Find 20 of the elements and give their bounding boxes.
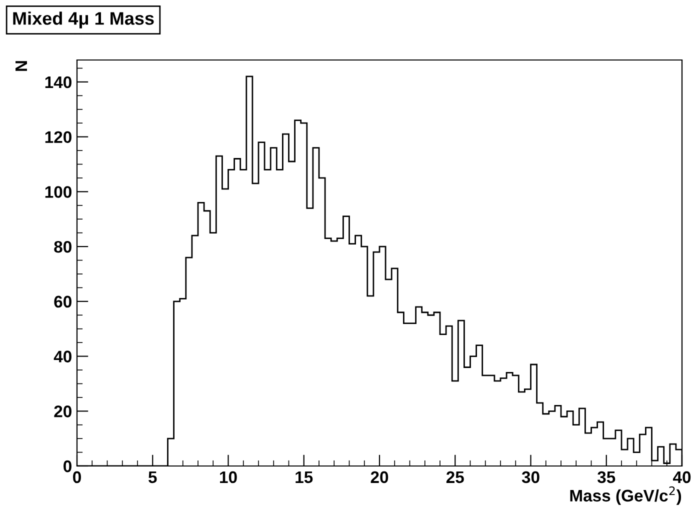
y-tick-label: 80 bbox=[54, 240, 72, 253]
x-tick-label: 10 bbox=[220, 471, 237, 484]
x-tick-label: 15 bbox=[296, 471, 313, 484]
y-tick-label: 0 bbox=[64, 460, 72, 472]
x-tick-label: 40 bbox=[672, 471, 691, 484]
chart-title: Mixed 4μ 1 Mass bbox=[13, 12, 154, 28]
y-axis-title: N bbox=[16, 61, 27, 71]
x-tick-label: 35 bbox=[597, 471, 616, 484]
y-tick-label: 120 bbox=[45, 131, 72, 144]
y-tick-label: 60 bbox=[54, 296, 72, 308]
x-tick-label: 25 bbox=[446, 471, 464, 484]
y-tick-label: 140 bbox=[45, 76, 72, 88]
y-tick-label: 20 bbox=[54, 406, 72, 418]
x-axis-title: Mass (GeV/c$^{2}$) bbox=[570, 486, 682, 505]
y-tick-label: 100 bbox=[45, 186, 72, 198]
x-tick-label: 0 bbox=[73, 471, 81, 484]
x-tick-label: 20 bbox=[370, 471, 388, 484]
y-tick-label: 40 bbox=[54, 350, 72, 362]
x-tick-label: 30 bbox=[522, 471, 540, 484]
x-tick-label: 5 bbox=[148, 471, 157, 484]
